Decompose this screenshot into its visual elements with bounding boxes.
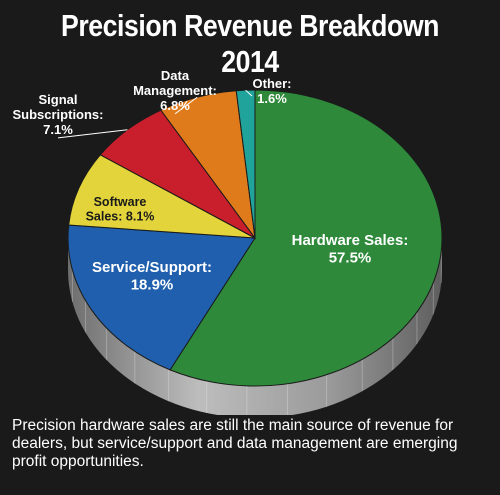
slice-label-0: Hardware Sales: 57.5% bbox=[292, 232, 409, 266]
leader-line-5 bbox=[245, 89, 253, 97]
pie-slices bbox=[67, 89, 443, 387]
slice-label-4: Data Management: 6.8% bbox=[133, 68, 217, 113]
slice-label-5: Other: 1.6% bbox=[253, 76, 292, 106]
leader-line-4 bbox=[174, 96, 198, 115]
pie-leaders bbox=[57, 89, 253, 139]
pie-slice-1 bbox=[67, 224, 256, 371]
pie-side bbox=[68, 238, 442, 415]
pie-side-rim bbox=[68, 238, 442, 415]
pie-labels: Hardware Sales: 57.5% Service/Support: 18.9… bbox=[12, 68, 408, 293]
pie-slice-0 bbox=[169, 89, 443, 387]
pie-chart: Hardware Sales: 57.5% Service/Support: 18.9… bbox=[12, 68, 443, 415]
leader-line-3 bbox=[57, 129, 128, 139]
slice-label-1: Service/Support: 18.9% bbox=[92, 259, 212, 293]
caption: Precision hardware sales are still the m… bbox=[12, 417, 458, 470]
slice-label-3: Signal Subscriptions: 7.1% bbox=[12, 92, 103, 137]
pie-slice-2 bbox=[68, 154, 256, 239]
pie-slice-5 bbox=[235, 89, 256, 239]
slice-label-2: Software Sales: 8.1% bbox=[86, 195, 155, 223]
chart-title: Precision Revenue Breakdown 2014 bbox=[60, 8, 440, 79]
